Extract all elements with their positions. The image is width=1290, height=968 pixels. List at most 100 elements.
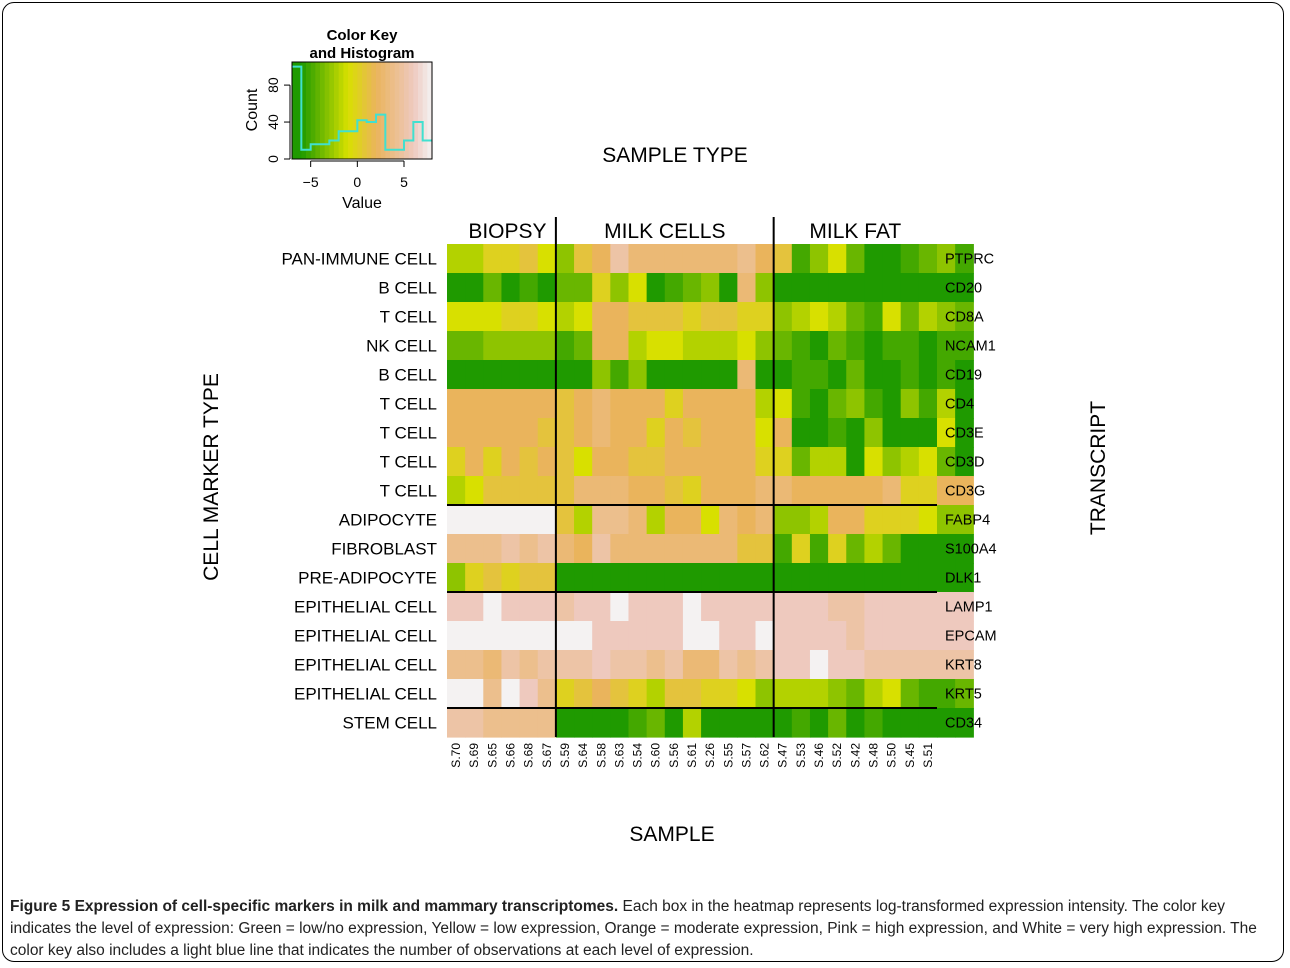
heatmap-cell — [809, 418, 829, 448]
heatmap-cell — [846, 273, 866, 303]
heatmap-cell — [574, 621, 593, 651]
heatmap-cell — [664, 447, 684, 477]
sample-label: S.58 — [594, 743, 608, 768]
heatmap-cell — [864, 244, 884, 274]
heatmap-cell — [465, 360, 484, 390]
heatmap-cell — [610, 563, 630, 593]
color-key-gradient-band — [385, 62, 391, 159]
heatmap-cell — [592, 679, 611, 709]
cell-type-label: FIBROBLAST — [331, 540, 437, 559]
cell-type-label: STEM CELL — [343, 714, 437, 733]
heatmap-cell — [483, 273, 503, 303]
heatmap-cell — [519, 244, 539, 274]
heatmap-cell — [501, 447, 521, 477]
color-key-title-line1: Color Key — [327, 27, 399, 44]
heatmap-cell — [937, 650, 956, 680]
heatmap-cell — [791, 273, 811, 303]
heatmap-cell — [719, 650, 738, 680]
heatmap-cell — [610, 679, 630, 709]
heatmap-cell — [882, 534, 902, 564]
heatmap-cell — [955, 331, 974, 361]
color-key-box — [291, 61, 433, 160]
heatmap-cell — [755, 389, 775, 419]
heatmap-cell — [937, 389, 956, 419]
heatmap-cell — [501, 679, 521, 709]
heatmap-cell — [555, 534, 575, 564]
heatmap-cell — [719, 592, 738, 622]
color-key-title-line2: and Histogram — [309, 45, 414, 62]
heatmap-cell — [900, 534, 920, 564]
heatmap-cell — [701, 505, 720, 535]
color-key-gradient-band — [310, 62, 316, 159]
heatmap-cell — [773, 244, 793, 274]
heatmap-cell — [755, 331, 775, 361]
heatmap-cell — [682, 360, 702, 390]
heatmap-cell — [610, 302, 630, 332]
heatmap-cell — [791, 708, 811, 738]
heatmap-cell — [519, 273, 539, 303]
heatmap-cell — [701, 592, 720, 622]
cell-type-label: ADIPOCYTE — [339, 511, 437, 530]
heatmap-cell — [646, 244, 666, 274]
heatmap-cell — [447, 476, 466, 506]
heatmap-cell — [483, 447, 503, 477]
heatmap-cell — [882, 708, 902, 738]
cell-type-label: T CELL — [380, 308, 437, 327]
heatmap-cell — [828, 360, 847, 390]
heatmap-cell — [574, 418, 593, 448]
heatmap-cell — [574, 273, 593, 303]
heatmap-cell — [592, 592, 611, 622]
transcript-label: EPCAM — [945, 629, 997, 645]
heatmap-cell — [773, 592, 793, 622]
heatmap-cell — [791, 563, 811, 593]
heatmap-cell — [846, 505, 866, 535]
heatmap-cell — [447, 360, 466, 390]
heatmap-cell — [864, 476, 884, 506]
heatmap-cell — [882, 592, 902, 622]
heatmap-cell — [828, 244, 847, 274]
heatmap-cell — [846, 592, 866, 622]
heatmap-cell — [791, 302, 811, 332]
color-key-gradient-band — [334, 62, 340, 159]
heatmap-cell — [809, 331, 829, 361]
heatmap-cell — [537, 708, 557, 738]
color-key-ylabel: Count — [244, 88, 261, 131]
heatmap-cell — [737, 331, 757, 361]
heatmap-cell — [682, 679, 702, 709]
heatmap-cell — [465, 447, 484, 477]
heatmap-cell — [791, 331, 811, 361]
heatmap-cell — [592, 331, 611, 361]
color-key-gradient-band — [399, 62, 405, 159]
heatmap-cell — [719, 302, 738, 332]
figure-caption: Figure 5 Expression of cell-specific mar… — [10, 896, 1272, 962]
heatmap-cell — [719, 360, 738, 390]
heatmap-cell — [900, 447, 920, 477]
heatmap-cell — [937, 679, 956, 709]
heatmap-cell — [737, 679, 757, 709]
sample-label: S.57 — [739, 743, 753, 768]
heatmap-cell — [864, 360, 884, 390]
heatmap-cell — [483, 592, 503, 622]
heatmap-cell — [537, 418, 557, 448]
heatmap-cell — [828, 679, 847, 709]
heatmap-cell — [483, 302, 503, 332]
heatmap-cell — [628, 418, 648, 448]
heatmap-cell — [501, 650, 521, 680]
heatmap-cell — [574, 244, 593, 274]
sample-label: S.62 — [758, 743, 772, 768]
heatmap-cell — [574, 447, 593, 477]
sample-labels: S.70 S.69 S.65 S.66 S.68 S.67 S.59 S.64 S.58 S.63… — [449, 743, 935, 768]
heatmap-cell — [537, 592, 557, 622]
heatmap-cell — [809, 302, 829, 332]
color-key-histogram — [292, 65, 432, 151]
sample-label: S.42 — [848, 743, 862, 768]
heatmap-cell — [519, 563, 539, 593]
heatmap-cell — [447, 592, 466, 622]
heatmap-cell — [791, 389, 811, 419]
heatmap-cell — [828, 302, 847, 332]
heatmap-cell — [465, 331, 484, 361]
heatmap-cell — [483, 244, 503, 274]
sample-label: S.26 — [703, 743, 717, 768]
heatmap-cell — [755, 505, 775, 535]
